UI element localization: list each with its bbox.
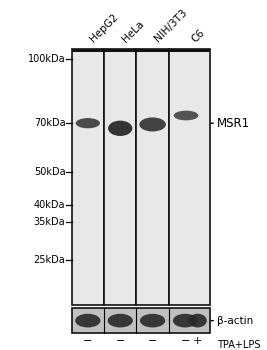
- Text: MSR1: MSR1: [217, 117, 250, 130]
- Text: 25kDa: 25kDa: [34, 255, 65, 265]
- Text: TPA+LPS: TPA+LPS: [217, 340, 261, 350]
- Bar: [72, 49, 104, 305]
- Ellipse shape: [188, 314, 207, 328]
- Ellipse shape: [108, 314, 133, 328]
- Text: −: −: [148, 336, 157, 346]
- Text: −: −: [116, 336, 125, 346]
- Bar: [169, 49, 210, 305]
- Bar: [104, 49, 136, 52]
- Text: −: −: [83, 336, 93, 346]
- Text: +: +: [193, 336, 202, 346]
- Text: C6: C6: [189, 27, 206, 44]
- Text: HepG2: HepG2: [88, 12, 120, 44]
- Bar: [72, 49, 104, 52]
- Ellipse shape: [140, 314, 165, 328]
- Bar: [169, 49, 210, 52]
- Text: β-actin: β-actin: [217, 316, 254, 326]
- Ellipse shape: [76, 118, 100, 128]
- Ellipse shape: [173, 314, 198, 328]
- Text: NIH/3T3: NIH/3T3: [153, 8, 189, 44]
- Text: 70kDa: 70kDa: [34, 118, 65, 128]
- Ellipse shape: [75, 314, 100, 328]
- Ellipse shape: [174, 111, 198, 120]
- Ellipse shape: [108, 121, 132, 136]
- Text: −: −: [180, 336, 190, 346]
- Text: HeLa: HeLa: [120, 19, 146, 44]
- Ellipse shape: [139, 118, 166, 132]
- Text: 100kDa: 100kDa: [28, 54, 65, 64]
- Bar: [136, 49, 169, 52]
- Text: 35kDa: 35kDa: [34, 217, 65, 227]
- Bar: [104, 49, 136, 305]
- Text: 50kDa: 50kDa: [34, 167, 65, 177]
- Text: 40kDa: 40kDa: [34, 200, 65, 210]
- Bar: [72, 308, 210, 333]
- Bar: [136, 49, 169, 305]
